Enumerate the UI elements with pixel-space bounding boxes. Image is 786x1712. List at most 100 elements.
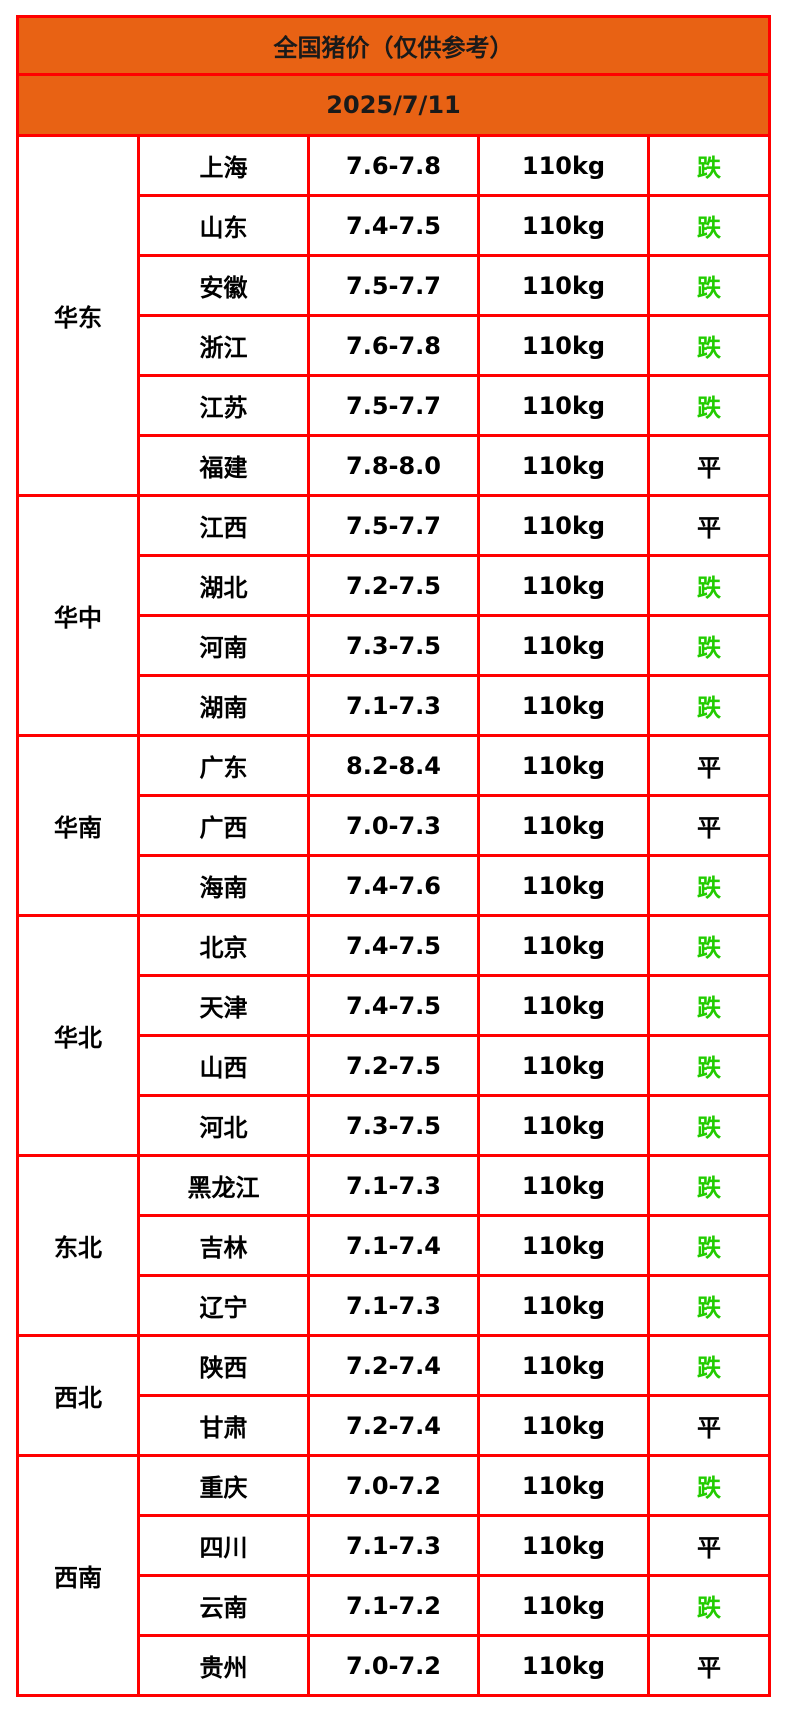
table-row: 天津 7.4-7.5 110kg 跌 bbox=[18, 974, 772, 1037]
table-date: 2025/7/11 bbox=[15, 73, 772, 137]
weight-cell: 110kg bbox=[477, 1034, 650, 1097]
change-cell: 跌 bbox=[646, 134, 772, 197]
change-cell: 跌 bbox=[646, 1214, 772, 1277]
change-cell: 跌 bbox=[646, 1274, 772, 1337]
province-cell: 广东 bbox=[137, 734, 310, 797]
change-cell: 跌 bbox=[646, 614, 772, 677]
change-cell: 跌 bbox=[646, 1154, 772, 1217]
weight-cell: 110kg bbox=[477, 374, 650, 437]
province-cell: 江苏 bbox=[137, 374, 310, 437]
weight-cell: 110kg bbox=[477, 914, 650, 977]
change-cell: 跌 bbox=[646, 1094, 772, 1157]
weight-cell: 110kg bbox=[477, 554, 650, 617]
province-cell: 上海 bbox=[137, 134, 310, 197]
price-cell: 7.1-7.3 bbox=[307, 1274, 480, 1337]
table-row: 安徽 7.5-7.7 110kg 跌 bbox=[18, 254, 772, 317]
price-cell: 7.2-7.5 bbox=[307, 1034, 480, 1097]
change-cell: 平 bbox=[646, 734, 772, 797]
region-cell: 西北 bbox=[16, 1334, 140, 1457]
province-cell: 河南 bbox=[137, 614, 310, 677]
price-cell: 7.0-7.2 bbox=[307, 1634, 480, 1697]
price-cell: 7.4-7.5 bbox=[307, 194, 480, 257]
table-row: 河北 7.3-7.5 110kg 跌 bbox=[18, 1094, 772, 1157]
weight-cell: 110kg bbox=[477, 674, 650, 737]
price-cell: 7.4-7.6 bbox=[307, 854, 480, 917]
province-cell: 北京 bbox=[137, 914, 310, 977]
change-cell: 平 bbox=[646, 1514, 772, 1577]
weight-cell: 110kg bbox=[477, 1154, 650, 1217]
table-row: 河南 7.3-7.5 110kg 跌 bbox=[18, 614, 772, 677]
weight-cell: 110kg bbox=[477, 614, 650, 677]
table-row: 贵州 7.0-7.2 110kg 平 bbox=[18, 1634, 772, 1697]
change-cell: 跌 bbox=[646, 1334, 772, 1397]
province-cell: 江西 bbox=[137, 494, 310, 557]
price-cell: 7.4-7.5 bbox=[307, 974, 480, 1037]
change-cell: 跌 bbox=[646, 914, 772, 977]
table-row: 湖南 7.1-7.3 110kg 跌 bbox=[18, 674, 772, 737]
price-cell: 8.2-8.4 bbox=[307, 734, 480, 797]
region-cell: 西南 bbox=[16, 1454, 140, 1697]
province-cell: 重庆 bbox=[137, 1454, 310, 1517]
change-cell: 跌 bbox=[646, 1034, 772, 1097]
province-cell: 贵州 bbox=[137, 1634, 310, 1697]
province-cell: 湖北 bbox=[137, 554, 310, 617]
region-cell: 华东 bbox=[16, 134, 140, 497]
price-cell: 7.0-7.2 bbox=[307, 1454, 480, 1517]
weight-cell: 110kg bbox=[477, 254, 650, 317]
change-cell: 平 bbox=[646, 1634, 772, 1697]
weight-cell: 110kg bbox=[477, 314, 650, 377]
change-cell: 跌 bbox=[646, 1454, 772, 1517]
change-cell: 跌 bbox=[646, 374, 772, 437]
province-cell: 广西 bbox=[137, 794, 310, 857]
table-row: 华东 上海 7.6-7.8 110kg 跌 bbox=[16, 134, 772, 497]
table-row: 华南 广东 8.2-8.4 110kg 平 bbox=[16, 734, 772, 917]
table-row: 华北 北京 7.4-7.5 110kg 跌 bbox=[16, 914, 772, 1157]
table-title: 全国猪价（仅供参考） bbox=[15, 15, 772, 76]
change-cell: 跌 bbox=[646, 194, 772, 257]
province-cell: 浙江 bbox=[137, 314, 310, 377]
price-cell: 7.0-7.3 bbox=[307, 794, 480, 857]
weight-cell: 110kg bbox=[477, 1514, 650, 1577]
province-cell: 陕西 bbox=[137, 1334, 310, 1397]
province-cell: 天津 bbox=[137, 974, 310, 1037]
change-cell: 跌 bbox=[646, 1574, 772, 1637]
table-row: 山东 7.4-7.5 110kg 跌 bbox=[18, 194, 772, 257]
table-row: 华中 江西 7.5-7.7 110kg 平 bbox=[16, 494, 772, 737]
change-cell: 跌 bbox=[646, 554, 772, 617]
table-row: 山西 7.2-7.5 110kg 跌 bbox=[18, 1034, 772, 1097]
province-cell: 山西 bbox=[137, 1034, 310, 1097]
weight-cell: 110kg bbox=[477, 1394, 650, 1457]
price-cell: 7.6-7.8 bbox=[307, 134, 480, 197]
weight-cell: 110kg bbox=[477, 494, 650, 557]
price-cell: 7.1-7.3 bbox=[307, 674, 480, 737]
province-cell: 山东 bbox=[137, 194, 310, 257]
price-cell: 7.8-8.0 bbox=[307, 434, 480, 497]
change-cell: 平 bbox=[646, 494, 772, 557]
weight-cell: 110kg bbox=[477, 974, 650, 1037]
table-row: 甘肃 7.2-7.4 110kg 平 bbox=[18, 1394, 772, 1457]
province-cell: 湖南 bbox=[137, 674, 310, 737]
change-cell: 平 bbox=[646, 1394, 772, 1457]
weight-cell: 110kg bbox=[477, 734, 650, 797]
table-row: 辽宁 7.1-7.3 110kg 跌 bbox=[18, 1274, 772, 1337]
province-cell: 辽宁 bbox=[137, 1274, 310, 1337]
province-cell: 吉林 bbox=[137, 1214, 310, 1277]
table-row: 广西 7.0-7.3 110kg 平 bbox=[18, 794, 772, 857]
change-cell: 跌 bbox=[646, 674, 772, 737]
province-cell: 甘肃 bbox=[137, 1394, 310, 1457]
weight-cell: 110kg bbox=[477, 434, 650, 497]
weight-cell: 110kg bbox=[477, 134, 650, 197]
province-cell: 海南 bbox=[137, 854, 310, 917]
table-row: 福建 7.8-8.0 110kg 平 bbox=[18, 434, 772, 497]
weight-cell: 110kg bbox=[477, 1634, 650, 1697]
table-row: 海南 7.4-7.6 110kg 跌 bbox=[18, 854, 772, 917]
pig-price-table: 全国猪价（仅供参考） 2025/7/11 华东 上海 7.6-7.8 110kg 跌山东… bbox=[15, 15, 772, 1697]
weight-cell: 110kg bbox=[477, 1454, 650, 1517]
price-cell: 7.2-7.5 bbox=[307, 554, 480, 617]
change-cell: 跌 bbox=[646, 854, 772, 917]
table-row: 西南 重庆 7.0-7.2 110kg 跌 bbox=[16, 1454, 772, 1697]
weight-cell: 110kg bbox=[477, 1094, 650, 1157]
price-cell: 7.1-7.2 bbox=[307, 1574, 480, 1637]
weight-cell: 110kg bbox=[477, 1214, 650, 1277]
price-cell: 7.5-7.7 bbox=[307, 374, 480, 437]
